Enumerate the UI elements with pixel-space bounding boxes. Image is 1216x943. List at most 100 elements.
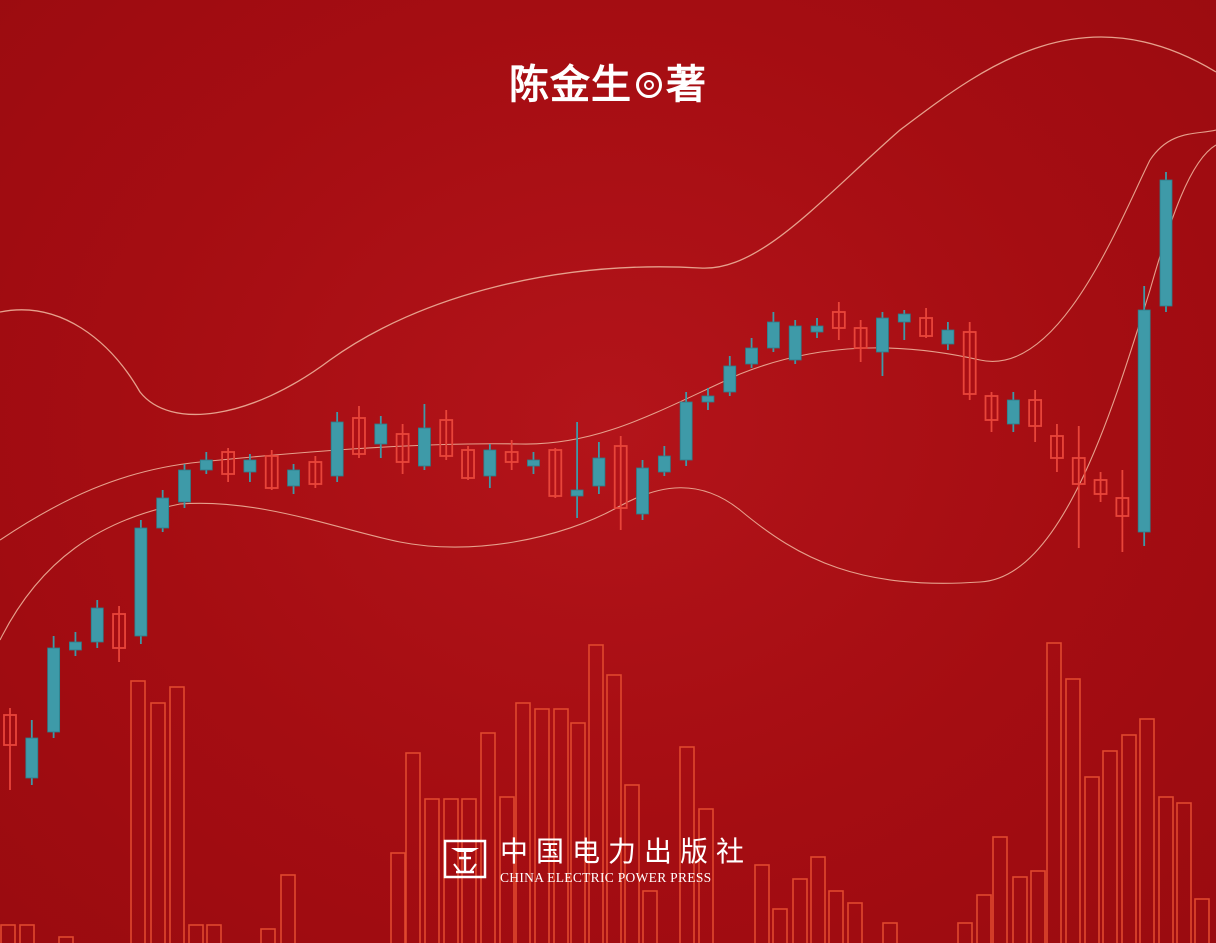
candlestick bbox=[374, 416, 388, 458]
candle-body bbox=[418, 427, 431, 467]
candle-body bbox=[941, 329, 955, 345]
candle-body bbox=[831, 311, 846, 329]
upper-band-line bbox=[0, 36, 1216, 416]
candle-body bbox=[134, 527, 148, 637]
author-name: 陈金生 bbox=[509, 61, 632, 108]
volume-bar bbox=[679, 746, 695, 943]
candlestick bbox=[962, 322, 977, 400]
candle-body bbox=[701, 395, 715, 403]
candlestick bbox=[439, 410, 454, 460]
publisher-block: 中国电力出版社 CHINA ELECTRIC POWER PRESS bbox=[442, 836, 752, 890]
volume-bar bbox=[424, 798, 440, 943]
candle-body bbox=[461, 449, 475, 479]
volume-bar bbox=[828, 890, 844, 943]
candlestick bbox=[810, 318, 824, 338]
candle-body bbox=[876, 317, 889, 353]
candlestick bbox=[657, 446, 671, 476]
candlestick bbox=[395, 424, 410, 474]
candlestick bbox=[199, 452, 213, 474]
candlestick bbox=[221, 448, 236, 482]
candlestick bbox=[876, 312, 889, 376]
volume-bar bbox=[130, 680, 146, 943]
candlestick bbox=[264, 450, 279, 490]
candle-body bbox=[1093, 479, 1108, 495]
candlestick bbox=[3, 708, 17, 790]
volume-bar bbox=[1065, 678, 1081, 943]
candle-body bbox=[352, 417, 366, 455]
candlestick bbox=[90, 600, 104, 648]
candlestick bbox=[701, 388, 715, 410]
publisher-name-cn: 中国电力出版社 bbox=[500, 835, 753, 868]
candle-body bbox=[613, 445, 628, 509]
volume-bar bbox=[810, 856, 826, 943]
volume-bar bbox=[499, 796, 515, 943]
candlestick bbox=[723, 356, 737, 396]
volume-bar bbox=[1046, 642, 1062, 943]
candle-body bbox=[395, 433, 410, 463]
candle-body bbox=[788, 325, 802, 361]
candlestick bbox=[352, 406, 366, 458]
candle-body bbox=[766, 321, 780, 349]
volume-bar bbox=[553, 708, 569, 943]
candlestick bbox=[1093, 472, 1108, 502]
volume-bar bbox=[772, 908, 788, 943]
volume-bar bbox=[206, 924, 222, 943]
candle-body bbox=[1159, 179, 1173, 307]
volume-bar bbox=[698, 808, 714, 943]
candlestick bbox=[47, 636, 61, 738]
author-line: 陈金生著 bbox=[0, 52, 1216, 110]
candlestick bbox=[636, 460, 649, 520]
volume-bar bbox=[792, 878, 808, 943]
candle-body bbox=[592, 457, 606, 487]
candle-body bbox=[810, 325, 824, 333]
volume-bar bbox=[150, 702, 166, 943]
candlestick bbox=[287, 464, 300, 494]
candlestick bbox=[745, 338, 758, 368]
volume-bar bbox=[480, 732, 496, 943]
lower-band-line bbox=[0, 144, 1216, 641]
candle-body bbox=[178, 469, 191, 503]
candle-body bbox=[504, 451, 519, 463]
candle-body bbox=[264, 455, 279, 489]
candle-body bbox=[897, 313, 911, 323]
candlestick bbox=[1006, 392, 1020, 432]
volume-bar bbox=[1139, 718, 1155, 943]
candle-body bbox=[723, 365, 737, 393]
candle-body bbox=[287, 469, 300, 487]
candlestick bbox=[831, 302, 846, 340]
candle-body bbox=[199, 459, 213, 471]
author-suffix: 著 bbox=[666, 61, 707, 108]
candlestick bbox=[613, 436, 628, 530]
candlestick bbox=[548, 448, 563, 498]
candlestick bbox=[1137, 286, 1151, 546]
double-circle-icon bbox=[636, 72, 662, 98]
candle-body bbox=[156, 497, 170, 529]
candlestick bbox=[308, 456, 323, 488]
candlestick bbox=[483, 444, 497, 488]
candle-body bbox=[1137, 309, 1151, 533]
candle-body bbox=[527, 459, 540, 467]
volume-bar bbox=[280, 874, 296, 943]
candlestick bbox=[461, 446, 475, 480]
candle-body bbox=[679, 401, 693, 461]
candlestick bbox=[1050, 424, 1064, 472]
candlestick bbox=[766, 312, 780, 352]
volume-bar bbox=[390, 852, 406, 943]
volume-bar bbox=[624, 784, 640, 943]
candlestick bbox=[418, 404, 431, 470]
volume-bar bbox=[957, 922, 973, 943]
candle-body bbox=[90, 607, 104, 643]
candlestick bbox=[941, 322, 955, 350]
volume-bar bbox=[405, 752, 421, 943]
candle-body bbox=[962, 331, 977, 395]
candle-body bbox=[853, 327, 868, 349]
candle-body bbox=[221, 451, 236, 475]
candle-body bbox=[1006, 399, 1020, 425]
candlestick bbox=[570, 422, 584, 518]
candle-body bbox=[548, 449, 563, 497]
volume-bar bbox=[534, 708, 550, 943]
candle-body bbox=[657, 455, 671, 473]
candle-body bbox=[745, 347, 758, 365]
